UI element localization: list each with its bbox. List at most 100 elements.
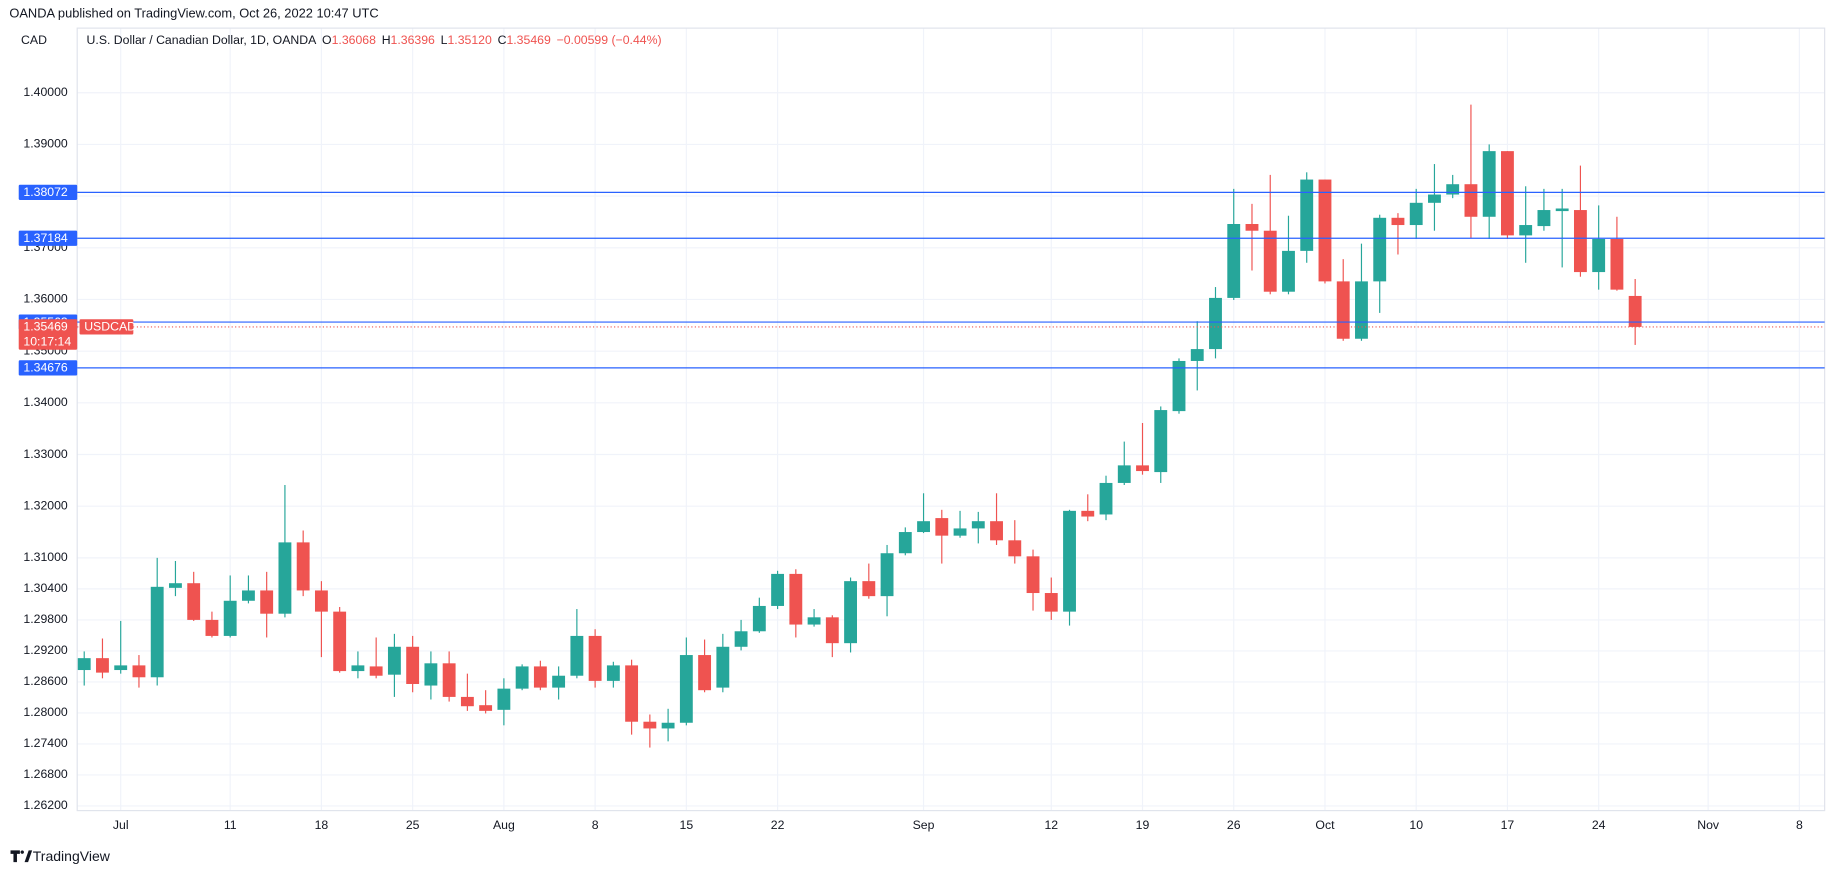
candle-body — [1117, 465, 1131, 483]
candle-body — [1573, 210, 1587, 273]
candle-body — [460, 696, 474, 707]
candle-body — [260, 590, 274, 614]
legend-c: C — [498, 33, 507, 47]
candle-body — [241, 590, 255, 601]
candle-body — [880, 553, 894, 597]
candle-body — [698, 655, 712, 691]
candle-body — [387, 646, 401, 675]
legend-l: L — [441, 33, 448, 47]
candle-body — [1610, 238, 1624, 290]
y-tick-label: 1.34000 — [23, 395, 68, 409]
y-tick-label: 1.29800 — [23, 612, 68, 626]
x-tick-label: 17 — [1501, 818, 1515, 832]
x-tick-label: Aug — [493, 818, 515, 832]
candle-body — [1172, 360, 1186, 412]
candle-body — [1245, 224, 1259, 231]
price-label: 1.38072 — [23, 185, 68, 199]
legend-low: 1.35120 — [447, 33, 492, 47]
candle-body — [1592, 238, 1606, 273]
candle-body — [96, 658, 109, 673]
y-tick-label: 1.32000 — [23, 498, 68, 512]
legend-change: −0.00599 (−0.44%) — [557, 33, 662, 47]
y-tick-label: 1.36000 — [23, 292, 68, 306]
candle-body — [77, 658, 91, 671]
plot-border — [76, 27, 1826, 812]
candle-body — [1063, 510, 1076, 612]
candle-body — [1099, 482, 1113, 515]
candle-body — [1227, 224, 1241, 298]
price-lines — [77, 191, 1825, 369]
candle-body — [716, 646, 730, 688]
candle-body — [679, 655, 693, 723]
candle-body — [898, 532, 912, 554]
candle-body — [424, 663, 438, 686]
candle-body — [643, 721, 657, 729]
price-label-box — [18, 360, 78, 376]
candle-body — [625, 665, 639, 722]
x-tick-label: 24 — [1592, 818, 1606, 832]
legend-open: 1.36068 — [332, 33, 377, 47]
x-tick-label: 22 — [771, 818, 785, 832]
last-price-box — [18, 319, 78, 350]
candle-body — [1628, 295, 1642, 327]
candle-body — [1282, 250, 1295, 292]
x-tick-label: 12 — [1044, 818, 1058, 832]
candle-body — [1409, 202, 1423, 226]
y-tick-label: 1.40000 — [23, 85, 68, 99]
legend-o: O — [322, 33, 332, 47]
candles — [77, 104, 1642, 748]
x-tick-label: 8 — [1796, 818, 1803, 832]
candle-body — [1154, 410, 1168, 473]
countdown: 10:17:14 — [23, 334, 71, 348]
candle-body — [1555, 208, 1569, 212]
legend-h: H — [382, 33, 391, 47]
y-tick-label: 1.30400 — [23, 581, 68, 595]
candle-body — [479, 705, 493, 711]
candle-body — [771, 573, 785, 606]
logo-icon — [10, 850, 33, 863]
legend-close: 1.35469 — [506, 33, 551, 47]
candle-body — [734, 631, 748, 647]
legend-name: U.S. Dollar / Canadian Dollar, 1D, OANDA — [87, 33, 318, 47]
x-tick-label: 8 — [592, 818, 599, 832]
candle-body — [570, 635, 584, 676]
candle-body — [606, 665, 620, 681]
candle-body — [1008, 540, 1022, 557]
candle-body — [990, 521, 1003, 541]
candle-body — [552, 675, 566, 688]
candle-body — [917, 521, 930, 533]
candle-body — [515, 666, 529, 689]
x-tick-label: Sep — [913, 818, 935, 832]
candle-body — [588, 635, 602, 681]
candle-body — [150, 586, 164, 678]
candle-body — [533, 666, 547, 688]
candle-body — [314, 590, 328, 612]
candle-body — [351, 665, 365, 672]
x-tick-label: 25 — [406, 818, 420, 832]
candle-body — [1355, 281, 1368, 339]
symbol-box — [79, 319, 134, 335]
y-tick-label: 1.31000 — [23, 550, 68, 564]
candle-body — [1482, 151, 1496, 217]
candle-body — [1501, 151, 1514, 236]
symbol-label: USDCAD — [84, 320, 136, 334]
candle-body — [807, 617, 821, 625]
candle-body — [1044, 593, 1058, 612]
candle-body — [296, 542, 310, 591]
candle-body — [369, 666, 383, 676]
currency-label: CAD — [21, 33, 47, 47]
price-label-box — [18, 184, 78, 200]
candle-body — [1519, 225, 1533, 236]
candle-body — [497, 688, 511, 710]
candle-body — [1026, 556, 1040, 594]
grid — [77, 28, 1825, 811]
candle-body — [862, 581, 876, 597]
candle-body — [187, 583, 201, 620]
price-label: 1.34676 — [23, 361, 68, 375]
candle-body — [1136, 465, 1149, 472]
candle-body — [442, 663, 456, 697]
x-tick-label: 11 — [224, 818, 237, 832]
candle-body — [953, 528, 967, 536]
